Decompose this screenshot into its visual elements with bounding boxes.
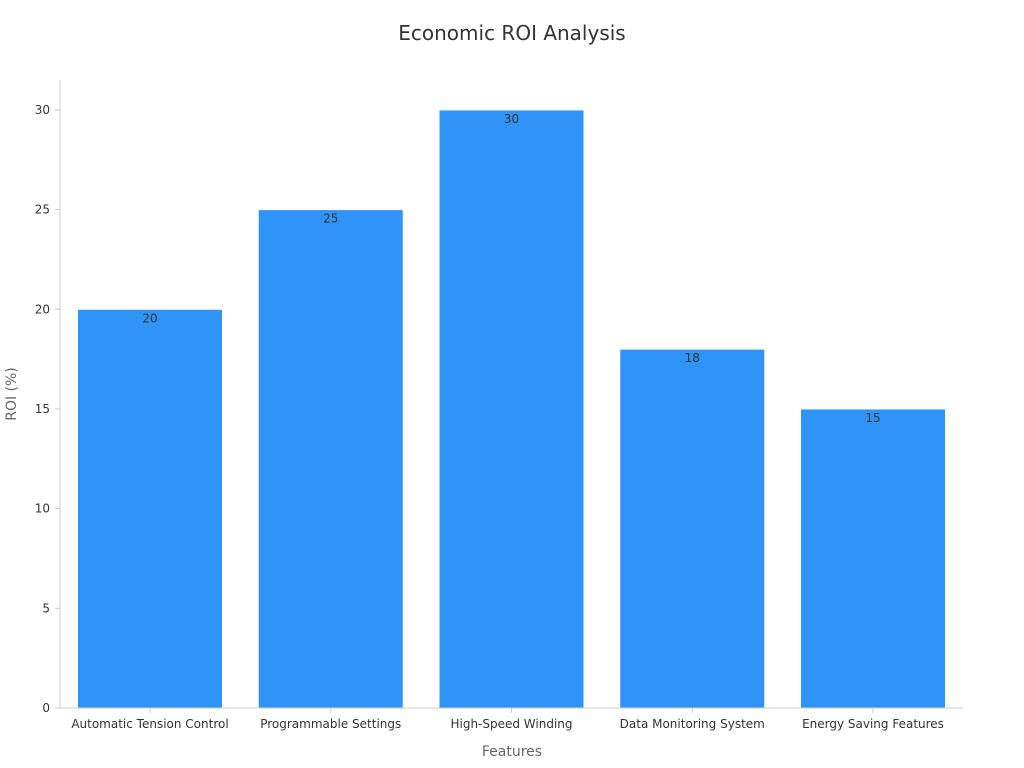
bar-value-label: 15 bbox=[865, 411, 880, 425]
x-ticks: Automatic Tension Control Programmable Se… bbox=[71, 708, 944, 731]
x-tick-label: High-Speed Winding bbox=[450, 717, 572, 731]
y-tick-label: 0 bbox=[42, 701, 50, 715]
bar-value-label: 18 bbox=[685, 351, 700, 365]
y-tick-label: 20 bbox=[35, 302, 50, 316]
bar bbox=[77, 308, 223, 709]
bar-value-label: 30 bbox=[504, 112, 519, 126]
y-tick-label: 10 bbox=[35, 502, 50, 516]
bar bbox=[619, 348, 766, 709]
bar-value-label: 20 bbox=[142, 311, 157, 325]
x-tick-label: Automatic Tension Control bbox=[71, 717, 228, 731]
data-labels: 20 25 30 18 15 bbox=[142, 112, 880, 425]
y-ticks: 0 5 10 15 20 25 30 bbox=[35, 103, 60, 715]
y-tick-label: 15 bbox=[35, 402, 50, 416]
y-tick-label: 5 bbox=[42, 601, 50, 615]
y-axis-title: ROI (%) bbox=[4, 367, 20, 421]
bar-value-label: 25 bbox=[323, 212, 338, 226]
x-axis-title: Features bbox=[482, 744, 542, 760]
x-tick-label: Energy Saving Features bbox=[802, 717, 944, 731]
y-tick-label: 25 bbox=[35, 203, 50, 217]
x-tick-label: Programmable Settings bbox=[260, 717, 401, 731]
chart-title: Economic ROI Analysis bbox=[398, 21, 625, 45]
bar bbox=[257, 209, 404, 709]
bar bbox=[438, 109, 585, 709]
bars-layer bbox=[77, 109, 946, 709]
bar bbox=[800, 408, 946, 709]
x-tick-label: Data Monitoring System bbox=[620, 717, 765, 731]
y-tick-label: 30 bbox=[35, 103, 50, 117]
